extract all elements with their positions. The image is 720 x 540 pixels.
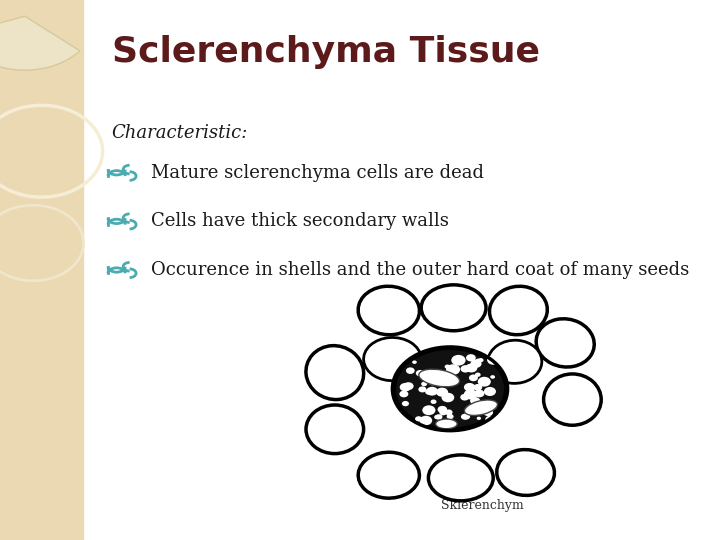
Ellipse shape (306, 405, 364, 454)
Circle shape (400, 383, 411, 391)
Circle shape (487, 403, 497, 410)
Ellipse shape (497, 450, 554, 495)
Circle shape (444, 373, 456, 382)
Ellipse shape (544, 374, 601, 426)
Circle shape (474, 389, 485, 397)
Circle shape (460, 394, 469, 401)
Ellipse shape (358, 452, 420, 498)
Circle shape (464, 389, 477, 400)
Ellipse shape (364, 338, 421, 381)
Circle shape (470, 360, 482, 368)
Circle shape (464, 383, 475, 391)
Circle shape (490, 375, 495, 379)
Circle shape (461, 365, 470, 373)
Circle shape (476, 359, 480, 362)
Circle shape (439, 410, 447, 415)
Circle shape (470, 397, 480, 404)
Text: Sclerenchyma Tissue: Sclerenchyma Tissue (112, 35, 539, 69)
Text: Mature sclerenchyma cells are dead: Mature sclerenchyma cells are dead (151, 164, 484, 182)
Ellipse shape (464, 400, 498, 415)
Ellipse shape (421, 285, 486, 330)
Circle shape (451, 355, 466, 366)
Circle shape (429, 380, 436, 386)
Circle shape (461, 414, 469, 420)
Circle shape (477, 377, 491, 387)
Text: Sklerenchym: Sklerenchym (441, 500, 523, 512)
Ellipse shape (395, 348, 505, 429)
Circle shape (418, 387, 426, 393)
Wedge shape (0, 16, 80, 70)
Circle shape (423, 406, 436, 415)
Circle shape (441, 393, 454, 402)
Circle shape (445, 409, 453, 415)
Circle shape (416, 370, 424, 376)
Circle shape (469, 374, 478, 381)
Circle shape (434, 415, 440, 419)
Circle shape (466, 354, 476, 361)
Circle shape (436, 388, 448, 397)
Circle shape (484, 405, 492, 411)
Circle shape (412, 361, 417, 364)
Circle shape (444, 364, 450, 369)
Ellipse shape (419, 369, 459, 387)
Circle shape (438, 406, 447, 413)
Circle shape (439, 419, 445, 423)
Circle shape (467, 364, 474, 369)
Ellipse shape (436, 419, 457, 429)
Circle shape (475, 373, 481, 377)
Ellipse shape (536, 319, 594, 367)
Circle shape (484, 404, 492, 411)
Circle shape (402, 401, 409, 406)
Circle shape (400, 390, 408, 397)
Circle shape (406, 367, 415, 374)
Circle shape (415, 416, 422, 422)
Circle shape (484, 387, 496, 396)
Circle shape (422, 376, 428, 381)
Circle shape (425, 389, 433, 395)
Circle shape (420, 416, 432, 426)
Circle shape (473, 384, 482, 391)
Circle shape (487, 355, 500, 365)
Bar (0, 0, 83, 540)
Circle shape (436, 414, 443, 420)
Circle shape (446, 414, 454, 419)
Ellipse shape (490, 286, 547, 335)
Text: Characteristic:: Characteristic: (112, 124, 248, 142)
Circle shape (485, 416, 495, 423)
Circle shape (403, 382, 413, 390)
Circle shape (484, 409, 493, 416)
Ellipse shape (306, 346, 364, 400)
Circle shape (477, 417, 481, 420)
Circle shape (462, 414, 470, 420)
Circle shape (421, 382, 427, 386)
Circle shape (431, 400, 436, 404)
Circle shape (426, 387, 438, 396)
Text: Cells have thick secondary walls: Cells have thick secondary walls (151, 212, 449, 231)
Ellipse shape (428, 455, 493, 501)
Circle shape (474, 364, 479, 367)
Circle shape (478, 358, 484, 362)
Text: Occurence in shells and the outer hard coat of many seeds: Occurence in shells and the outer hard c… (151, 261, 690, 279)
Ellipse shape (358, 286, 420, 335)
Circle shape (465, 363, 477, 373)
Circle shape (438, 376, 448, 384)
Circle shape (446, 364, 460, 375)
Ellipse shape (487, 340, 542, 383)
Circle shape (481, 400, 490, 407)
